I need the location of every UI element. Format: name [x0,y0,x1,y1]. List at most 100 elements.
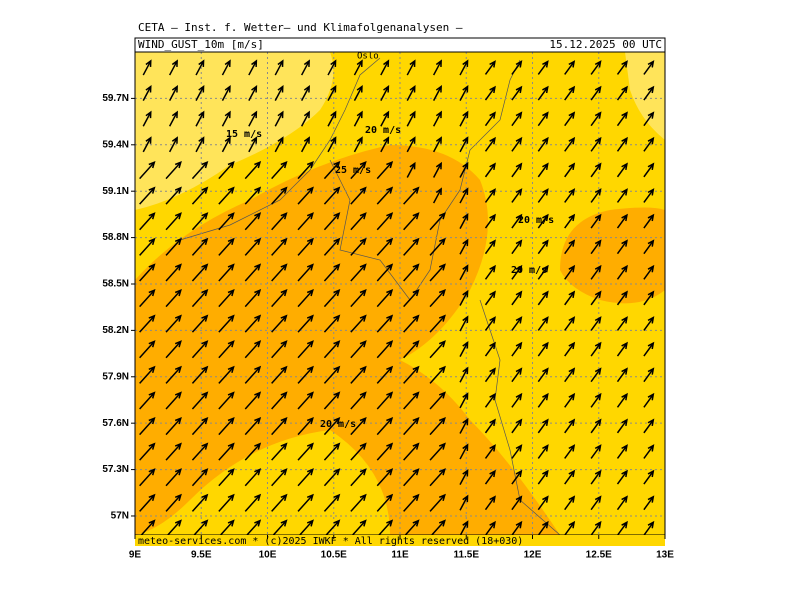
wind-arrow [323,263,341,282]
wind-arrow [165,212,182,231]
wind-arrow [195,85,205,102]
wind-arrow [403,288,420,308]
wind-arrow [297,237,314,256]
wind-arrow [643,341,655,357]
wind-arrow [484,85,496,101]
wind-arrow [376,186,394,205]
wind-arrow [429,237,446,256]
wind-arrow [429,442,446,461]
wind-arrow [272,519,288,535]
wind-arrow [429,314,446,333]
wind-arrow [350,365,367,384]
wind-arrow [564,111,576,127]
wind-arrow [484,444,496,459]
wind-arrow [429,416,446,436]
wind-arrow [537,418,549,434]
wind-arrow [484,136,496,152]
wind-arrow [300,85,310,102]
wind-arrow [459,417,469,434]
wind-arrow [191,365,209,384]
wind-arrow [168,110,178,127]
wind-arrow [298,519,314,535]
wind-arrow [432,136,442,153]
wind-arrow [537,60,549,75]
wind-arrow [165,263,182,282]
wind-arrow [643,290,655,306]
wind-arrow [271,493,288,512]
wind-arrow [248,59,258,76]
wind-arrow [376,468,394,487]
wind-arrow [165,416,182,436]
x-tick-label: 11E [391,550,409,561]
wind-arrow [564,392,576,408]
wind-arrow [380,110,390,127]
wind-arrow [511,520,523,535]
wind-arrow [459,264,469,281]
coastline [179,57,381,241]
wind-arrow [274,59,284,76]
wind-arrow [403,493,420,512]
wind-arrow [537,316,549,331]
wind-arrow [459,238,469,255]
wind-arrow [165,288,182,308]
wind-arrow [218,186,235,205]
wind-arrow [564,520,576,535]
parameter: WIND_GUST_10m [m/s] [138,38,264,51]
wind-arrow [429,493,446,512]
wind-arrow [350,263,367,282]
wind-arrow [643,188,655,203]
wind-arrow [244,288,262,308]
wind-arrow [165,160,182,180]
wind-arrow [350,314,367,333]
wind-arrow [166,519,182,535]
wind-arrow [191,314,209,333]
wind-arrow [139,493,156,512]
wind-arrow [484,418,496,434]
wind-arrow [376,160,394,180]
wind-arrow [403,416,420,436]
wind-arrow [380,85,390,102]
wind-arrow [271,442,288,461]
y-tick-label: 58.8N [102,232,129,243]
wind-arrow [643,264,655,280]
x-tick-label: 13E [656,550,674,561]
wind-arrow [616,392,628,408]
wind-arrow [590,520,602,535]
wind-arrow [590,213,602,229]
wind-arrow [191,493,209,512]
wind-arrow [191,416,209,436]
wind-arrow [191,237,209,256]
wind-arrow [327,136,337,153]
wind-arrow [616,239,628,255]
wind-arrow [191,263,209,282]
wind-arrow [139,340,156,359]
wind-arrow [297,263,314,282]
wind-arrow [511,213,523,229]
wind-arrow [459,213,469,230]
wind-arrow [537,290,549,306]
wind-arrow [590,85,602,101]
y-tick-label: 57N [111,511,129,522]
place-label: Oslo [357,52,379,62]
wind-arrow [564,188,576,203]
wind-arrow [429,365,446,384]
wind-arrow [459,289,469,306]
wind-arrow [139,442,156,461]
wind-arrow [459,136,469,153]
wind-arrow [271,186,288,205]
wind-arrow [350,237,367,256]
wind-arrow [511,367,523,383]
wind-arrow [218,442,235,461]
wind-arrow [590,290,602,306]
wind-arrow [537,264,549,280]
wind-arrow [511,418,523,434]
wind-arrow [139,237,156,256]
wind-arrow [244,416,262,436]
wind-arrow [378,519,394,535]
wind-arrow [590,188,602,203]
wind-arrow [616,264,628,280]
wind-arrow [323,288,341,308]
wind-arrow [297,493,314,512]
wind-arrow [218,340,235,359]
